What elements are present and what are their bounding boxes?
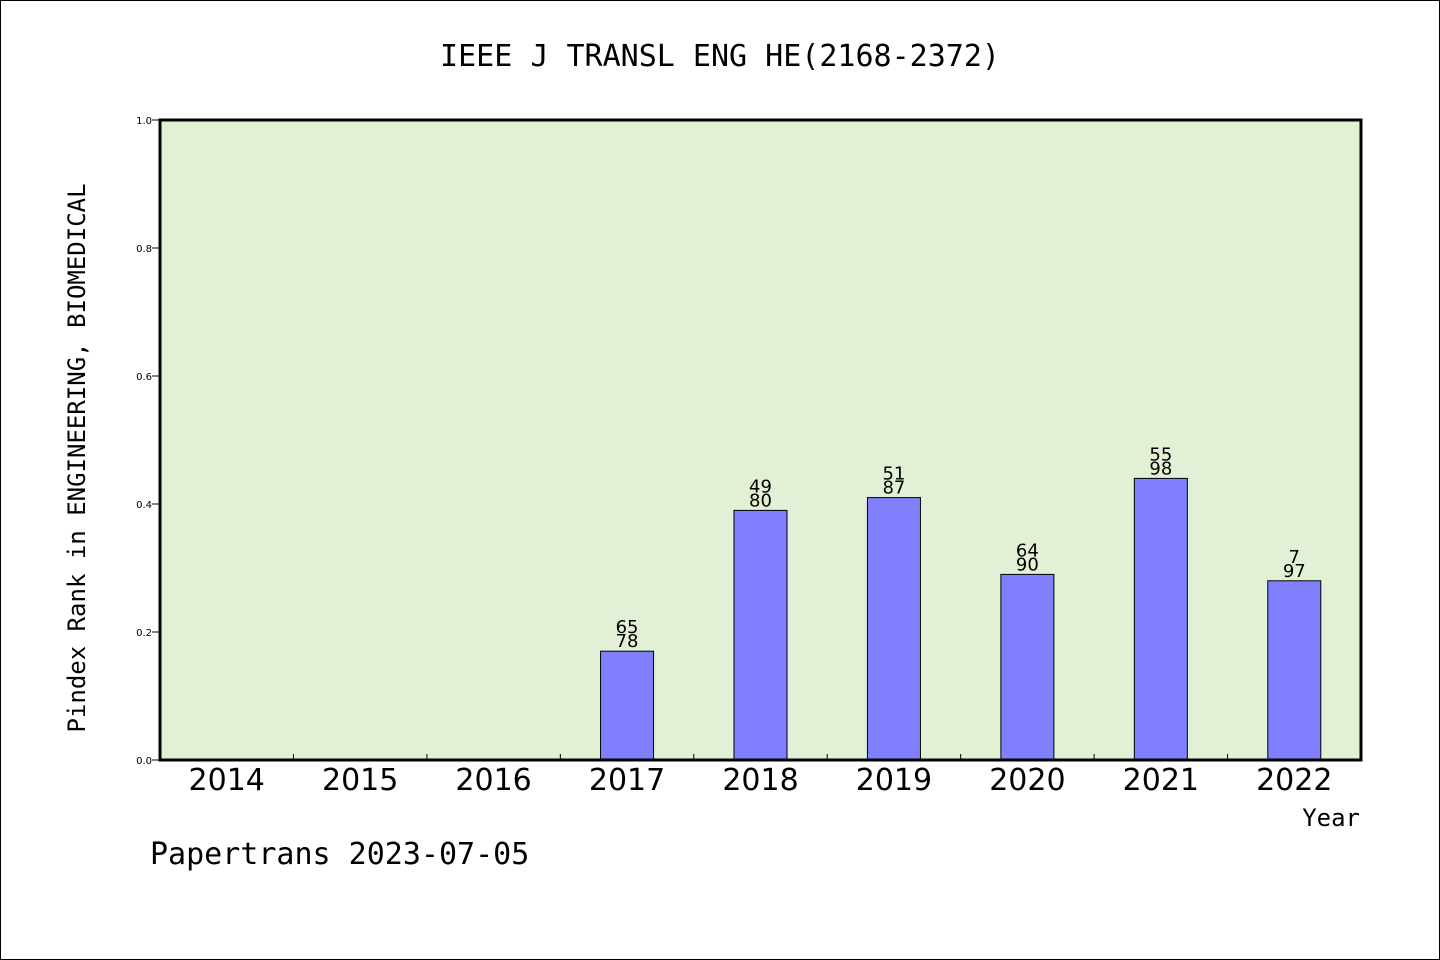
x-tick-label: 2019 — [856, 763, 932, 798]
y-tick-label: 0.6 — [136, 372, 152, 383]
bar-total-label: 97 — [1283, 561, 1306, 582]
bars-group — [600, 477, 1322, 761]
x-tick-label: 2015 — [322, 763, 398, 798]
y-tick-label: 0.4 — [136, 500, 152, 511]
bar-rank-label: 64 — [1016, 540, 1039, 561]
bar-2020 — [1000, 573, 1055, 761]
x-tick-label: 2017 — [589, 763, 665, 798]
bar-rank-label: 51 — [882, 464, 905, 485]
bar-2017 — [600, 650, 655, 761]
x-tick-label: 2021 — [1123, 763, 1199, 798]
y-tick-label: 0.0 — [136, 756, 152, 767]
bar-2019 — [866, 497, 921, 761]
bar-total-label: 78 — [616, 631, 639, 652]
x-tick-label: 2014 — [189, 763, 265, 798]
x-tick-label: 2016 — [455, 763, 531, 798]
bar-2021 — [1133, 477, 1188, 761]
bar-rank-label: 55 — [1149, 444, 1172, 465]
bar-rank-label: 49 — [749, 476, 772, 497]
x-axis-label: Year — [1302, 804, 1360, 832]
x-tick-label: 2022 — [1256, 763, 1332, 798]
bar-2018 — [733, 509, 788, 761]
bar-total-label: 87 — [882, 478, 905, 499]
bar-2022 — [1267, 580, 1322, 761]
y-tick-label: 1.0 — [136, 116, 152, 127]
y-axis-label: Pindex Rank in ENGINEERING, BIOMEDICAL — [63, 183, 91, 732]
bar-total-label: 90 — [1016, 554, 1039, 575]
y-tick-label: 0.8 — [136, 244, 152, 255]
bar-total-label: 98 — [1149, 458, 1172, 479]
watermark-text: Papertrans 2023-07-05 — [150, 837, 529, 872]
plot-border — [158, 118, 1363, 762]
ticks-group: 0.0 0.2 0.4 0.6 0.8 1.0 2014 2015 2016 2017 2018 20… — [136, 116, 1332, 798]
x-tick-label: 2020 — [989, 763, 1065, 798]
bar-rank-label: 65 — [616, 617, 639, 638]
chart-title: IEEE J TRANSL ENG HE(2168-2372) — [440, 39, 1000, 74]
bar-total-label: 80 — [749, 490, 772, 511]
y-tick-label: 0.2 — [136, 628, 152, 639]
x-tick-label: 2018 — [722, 763, 798, 798]
bar-rank-label: 7 — [1289, 547, 1300, 568]
